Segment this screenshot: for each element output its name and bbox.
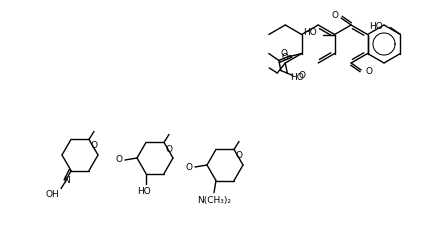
Text: O: O [91,142,98,151]
Text: O: O [365,68,372,76]
Text: O: O [115,156,122,165]
Text: HO: HO [137,187,151,196]
Text: O: O [236,151,243,160]
Text: O: O [185,162,193,172]
Text: HO: HO [303,28,317,37]
Text: HO: HO [290,73,304,82]
Text: N: N [62,176,69,185]
Text: O: O [280,49,287,58]
Text: N(CH₃)₂: N(CH₃)₂ [197,196,231,205]
Text: O: O [281,53,288,62]
Text: O: O [331,12,338,21]
Text: HO: HO [369,22,382,31]
Text: O: O [299,71,306,80]
Text: OH: OH [45,190,59,199]
Text: O: O [166,144,173,153]
